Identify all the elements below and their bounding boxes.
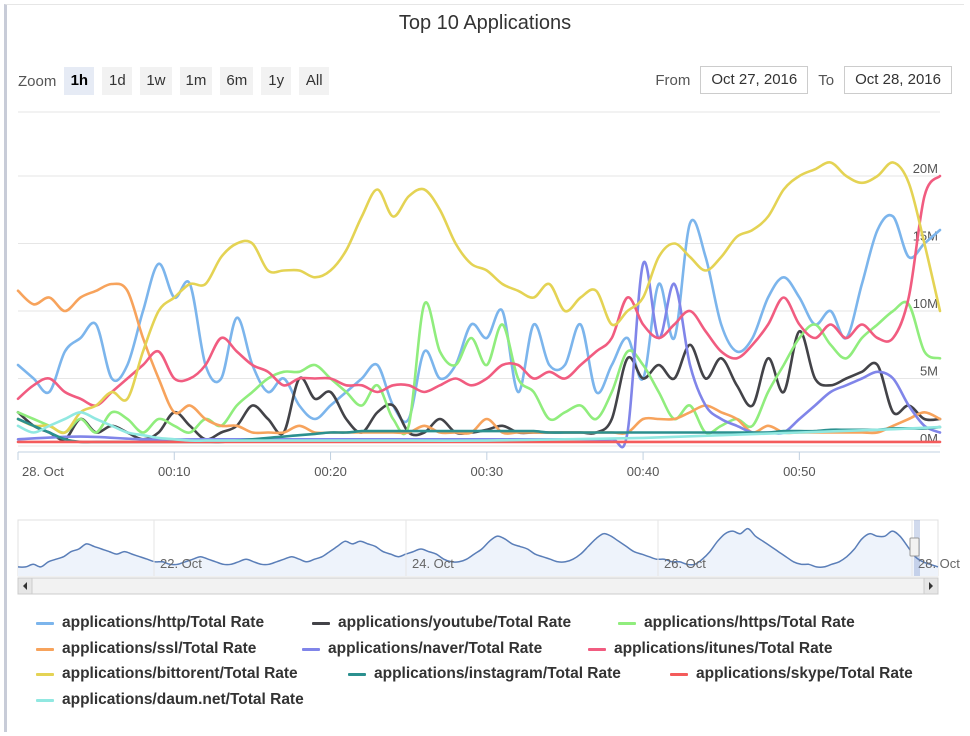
legend-line-symbol [348,672,366,676]
zoom-1h-button[interactable]: 1h [64,67,95,95]
legend-label: applications/https/Total Rate [644,614,855,631]
legend-line-symbol [588,647,606,651]
date-range: From Oct 27, 2016 To Oct 28, 2016 [645,66,952,94]
legend-label: applications/naver/Total Rate [328,640,543,657]
chart-container [4,4,964,732]
legend-line-symbol [312,621,330,625]
series-line-7 [16,161,942,435]
scrollbar-track [17,577,939,595]
legend-label: applications/daum.net/Total Rate [62,691,304,708]
from-date-input[interactable]: Oct 27, 2016 [700,66,809,94]
navigator-date-label: 22. Oct [160,556,202,571]
legend-item[interactable]: applications/https/Total Rate [618,614,855,632]
navigator-handle[interactable] [909,537,920,557]
legend-label: applications/bittorent/Total Rate [62,665,298,682]
zoom-toolbar: Zoom 1h 1d 1w 1m 6m 1y All [18,66,337,96]
series-line-4 [16,282,942,435]
chart-title: Top 10 Applications [398,12,572,34]
series-line-3 [16,300,942,436]
to-date-input[interactable]: Oct 28, 2016 [844,66,952,94]
zoom-1y-button[interactable]: 1y [261,67,292,95]
legend-item[interactable]: applications/youtube/Total Rate [312,614,571,632]
x-tick-label: 00:50 [783,464,816,479]
from-label: From [655,71,691,89]
to-label: To [818,71,835,89]
legend-label: applications/instagram/Total Rate [374,665,621,682]
x-tick-label: 00:10 [158,464,191,479]
y-tick-label: 20M [913,161,938,176]
zoom-1m-button[interactable]: 1m [179,67,213,95]
zoom-all-button[interactable]: All [299,67,330,95]
legend-item[interactable]: applications/naver/Total Rate [302,640,542,658]
series-line-6 [16,174,942,407]
zoom-label: Zoom [18,72,57,90]
legend-line-symbol [670,672,688,676]
zoom-6m-button[interactable]: 6m [220,67,254,95]
legend-label: applications/youtube/Total Rate [338,614,572,631]
x-tick-label: 00:20 [314,464,347,479]
legend-line-symbol [36,621,54,625]
x-tick-label: 28. Oct [22,464,64,479]
legend-item[interactable]: applications/daum.net/Total Rate [36,691,304,709]
legend-item[interactable]: applications/ssl/Total Rate [36,640,256,658]
legend-label: applications/skype/Total Rate [696,665,913,682]
legend-item[interactable]: applications/bittorent/Total Rate [36,665,298,683]
legend-label: applications/itunes/Total Rate [614,640,833,657]
legend-line-symbol [36,672,54,676]
navigator-date-label: 28. Oct [918,556,960,571]
x-tick-label: 00:40 [627,464,660,479]
arrow-right-icon [929,582,933,590]
y-tick-label: 0M [920,431,938,446]
legend-line-symbol [618,621,636,625]
legend-label: applications/http/Total Rate [62,614,265,631]
legend-line-symbol [36,647,54,651]
x-tick-label: 00:30 [471,464,504,479]
legend-line-symbol [302,647,320,651]
navigator-date-label: 26. Oct [664,556,706,571]
legend-line-symbol [36,698,54,702]
legend-item[interactable]: applications/http/Total Rate [36,614,264,632]
legend-item[interactable]: applications/skype/Total Rate [670,665,913,683]
y-tick-label: 10M [913,296,938,311]
legend-item[interactable]: applications/instagram/Total Rate [348,665,621,683]
zoom-1w-button[interactable]: 1w [140,67,172,95]
series-line-10 [16,411,942,442]
zoom-1d-button[interactable]: 1d [102,67,133,95]
navigator-date-label: 24. Oct [412,556,454,571]
legend-label: applications/ssl/Total Rate [62,640,257,657]
legend-item[interactable]: applications/itunes/Total Rate [588,640,832,658]
y-tick-label: 5M [920,364,938,379]
arrow-left-icon [23,582,27,590]
series-line-5 [16,260,942,449]
navigator-series [17,527,939,568]
